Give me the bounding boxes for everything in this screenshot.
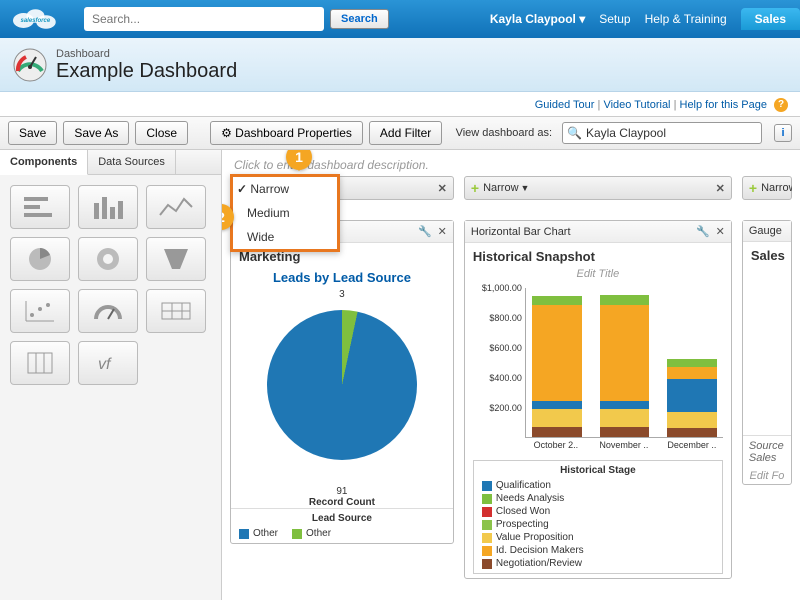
- close-icon[interactable]: ✕: [438, 182, 447, 195]
- wrench-icon[interactable]: 🔧: [696, 225, 710, 238]
- component-table-icon[interactable]: [10, 341, 70, 385]
- view-as-input[interactable]: 🔍 Kayla Claypool: [562, 122, 762, 144]
- legend-item: Needs Analysis: [482, 493, 593, 504]
- component-hbar-icon[interactable]: [10, 185, 70, 229]
- search-icon: 🔍: [567, 126, 582, 140]
- global-search[interactable]: [84, 7, 324, 31]
- user-menu[interactable]: Kayla Claypool ▾: [490, 12, 585, 26]
- pie-legend: Other Other: [239, 528, 445, 539]
- video-tutorial-link[interactable]: Video Tutorial: [603, 99, 670, 111]
- edit-title-hint[interactable]: Edit Title: [465, 266, 731, 282]
- guided-tour-link[interactable]: Guided Tour: [535, 99, 595, 111]
- pie-bottom-value: 91: [231, 486, 453, 497]
- breadcrumb: Dashboard: [56, 48, 110, 60]
- editor-toolbar: Save Save As Close ⚙ Dashboard Propertie…: [0, 116, 800, 150]
- pie-widget: . 🔧 ✕ Marketing Leads by Lead Source 3 9…: [230, 220, 454, 544]
- legend-title: Lead Source: [239, 513, 445, 524]
- save-button[interactable]: Save: [8, 121, 57, 145]
- dashboard-canvas: Click to enter dashboard description. + …: [222, 150, 800, 600]
- view-as-value: Kayla Claypool: [586, 126, 666, 140]
- bar-column: [667, 359, 717, 437]
- search-button[interactable]: Search: [330, 9, 389, 29]
- add-filter-button[interactable]: Add Filter: [369, 121, 442, 145]
- dropdown-option-wide[interactable]: Wide: [233, 225, 337, 249]
- help-links-row: Guided Tour | Video Tutorial | Help for …: [0, 92, 800, 116]
- width-dropdown[interactable]: Narrow Medium Wide: [230, 174, 340, 252]
- bar-column: [600, 295, 650, 438]
- bar-column: [532, 296, 582, 437]
- chevron-down-icon[interactable]: ▼: [521, 183, 530, 193]
- pie-chart: [267, 310, 417, 460]
- wrench-icon[interactable]: 🔧: [418, 225, 432, 238]
- help-page-link[interactable]: Help for this Page: [680, 99, 767, 111]
- column-width-label: Narrow: [761, 182, 792, 194]
- dashboard-properties-button[interactable]: ⚙ Dashboard Properties: [210, 121, 363, 145]
- widget-type-label: Horizontal Bar Chart: [471, 226, 571, 238]
- page-header: Dashboard Example Dashboard: [0, 38, 800, 92]
- legend-item: Prospecting: [482, 519, 593, 530]
- info-button[interactable]: i: [774, 124, 792, 142]
- footer-line: Source: [749, 440, 785, 452]
- legend-item: Other: [292, 528, 331, 539]
- component-funnel-icon[interactable]: [146, 237, 206, 281]
- component-pie-icon[interactable]: [10, 237, 70, 281]
- column-3-header[interactable]: + Narrow: [742, 176, 792, 200]
- component-metric-icon[interactable]: [146, 289, 206, 333]
- legend-item: Qualification: [482, 480, 593, 491]
- bar-widget: Horizontal Bar Chart 🔧 ✕ Historical Snap…: [464, 220, 732, 579]
- global-header: salesforce Search Kayla Claypool ▾ Setup…: [0, 0, 800, 38]
- left-panel: Components Data Sources vf: [0, 150, 222, 600]
- app-switcher-tab[interactable]: Sales: [741, 8, 800, 30]
- add-icon[interactable]: +: [471, 180, 479, 196]
- close-icon[interactable]: ✕: [716, 225, 725, 238]
- stacked-bar-chart: $1,000.00$800.00$600.00$400.00$200.00: [525, 288, 723, 438]
- svg-text:vf: vf: [98, 356, 112, 373]
- save-as-button[interactable]: Save As: [63, 121, 129, 145]
- close-button[interactable]: Close: [135, 121, 188, 145]
- help-training-link[interactable]: Help & Training: [645, 12, 727, 26]
- component-line-icon[interactable]: [146, 185, 206, 229]
- svg-text:salesforce: salesforce: [21, 18, 51, 24]
- tab-components[interactable]: Components: [0, 150, 88, 175]
- legend-item: Other: [239, 528, 278, 539]
- widget-title: Historical Snapshot: [465, 243, 731, 266]
- dropdown-option-medium[interactable]: Medium: [233, 201, 337, 225]
- component-vbar-icon[interactable]: [78, 185, 138, 229]
- column-2-header[interactable]: + Narrow ▼ ✕: [464, 176, 732, 200]
- footer-line: Sales: [749, 452, 785, 464]
- dropdown-option-narrow[interactable]: Narrow: [233, 177, 337, 201]
- widget-title: Sales: [743, 242, 791, 265]
- salesforce-logo: salesforce: [10, 5, 70, 33]
- view-as-label: View dashboard as:: [456, 127, 552, 139]
- legend-title: Historical Stage: [482, 465, 714, 476]
- column-3: + Narrow Gauge Sales Source Sales Edit F…: [742, 176, 792, 579]
- pie-axis-label: Record Count: [231, 497, 453, 508]
- gauge-widget: Gauge Sales Source Sales Edit Fo: [742, 220, 792, 485]
- edit-footer-hint[interactable]: Edit Fo: [743, 468, 791, 484]
- close-icon[interactable]: ✕: [716, 182, 725, 195]
- tab-data-sources[interactable]: Data Sources: [88, 150, 176, 174]
- page-title: Example Dashboard: [56, 60, 237, 83]
- dashboard-icon: [12, 47, 48, 83]
- component-palette: vf: [0, 175, 221, 395]
- setup-link[interactable]: Setup: [599, 12, 630, 26]
- legend-item: Id. Decision Makers: [482, 545, 593, 556]
- pie-top-value: 3: [231, 289, 453, 300]
- column-2: + Narrow ▼ ✕ Horizontal Bar Chart 🔧 ✕ Hi…: [464, 176, 732, 579]
- widget-type-label: Gauge: [749, 225, 782, 237]
- bar-legend: Qualification Needs Analysis Closed Won Pro…: [482, 480, 714, 569]
- component-gauge-icon[interactable]: [78, 289, 138, 333]
- search-input[interactable]: [84, 12, 324, 26]
- help-icon[interactable]: ?: [774, 98, 788, 112]
- add-icon[interactable]: +: [749, 180, 757, 196]
- legend-item: Closed Won: [482, 506, 593, 517]
- widget-title: Leads by Lead Source: [231, 266, 453, 289]
- legend-item: Value Proposition: [482, 532, 593, 543]
- component-scatter-icon[interactable]: [10, 289, 70, 333]
- column-width-label: Narrow: [483, 182, 518, 194]
- component-donut-icon[interactable]: [78, 237, 138, 281]
- component-vf-icon[interactable]: vf: [78, 341, 138, 385]
- legend-item: Negotiation/Review: [482, 558, 593, 569]
- close-icon[interactable]: ✕: [438, 225, 447, 238]
